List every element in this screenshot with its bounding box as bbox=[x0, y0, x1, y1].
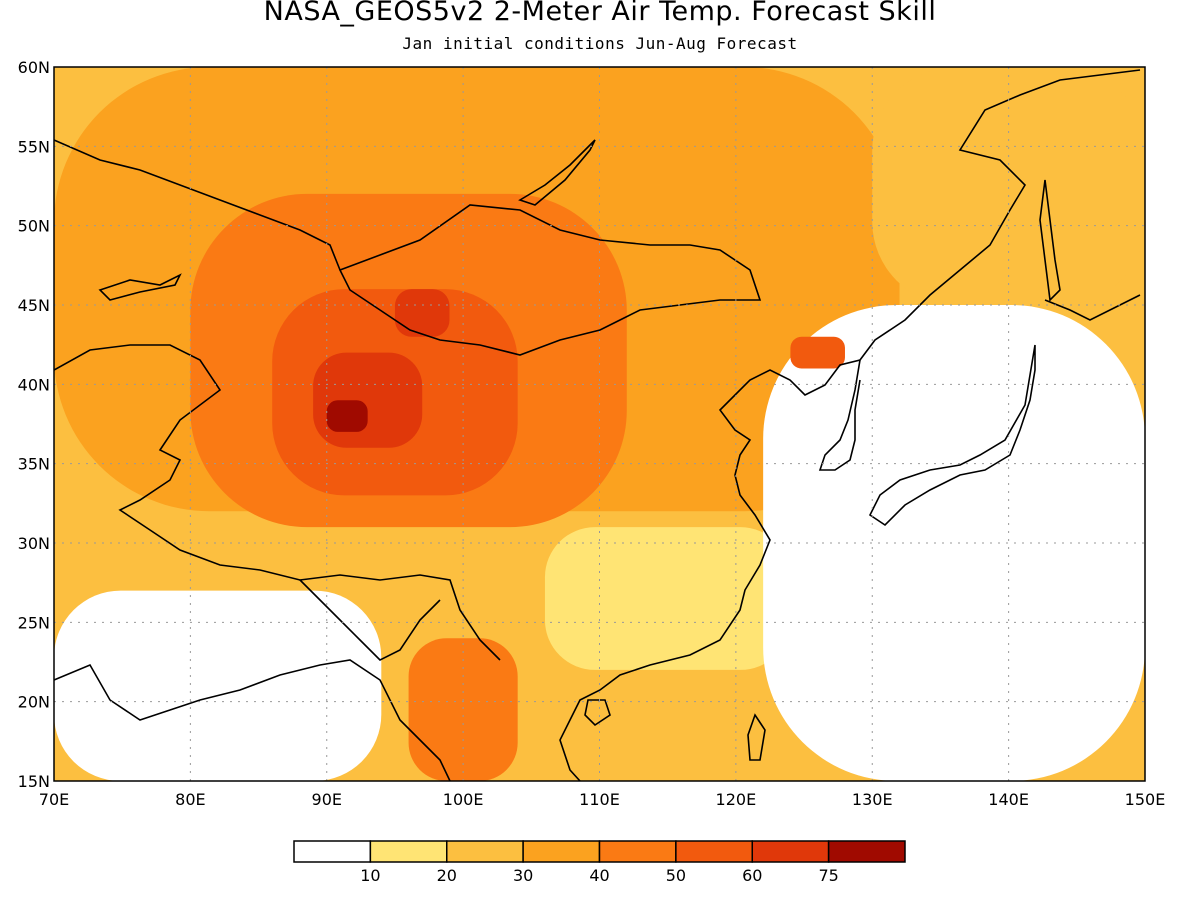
skill-region-indochina bbox=[408, 638, 518, 781]
lon-tick-label: 130E bbox=[852, 790, 893, 809]
skill-region-hotspot-1 bbox=[313, 352, 423, 448]
lon-tick-label: 140E bbox=[988, 790, 1029, 809]
colorbar-bin bbox=[598, 840, 677, 863]
colorbar-bin bbox=[446, 840, 524, 863]
coastline-japan bbox=[868, 294, 1141, 527]
lon-tick-label: 70E bbox=[39, 790, 69, 809]
colorbar-bin bbox=[522, 840, 601, 863]
lon-tick-label: 110E bbox=[579, 790, 620, 809]
colorbar-bin bbox=[751, 840, 830, 863]
lat-tick-label: 15N bbox=[18, 772, 50, 791]
lat-tick-label: 30N bbox=[18, 534, 50, 553]
colorbar-label: 40 bbox=[589, 866, 609, 885]
skill-region-east-china-south bbox=[544, 527, 791, 670]
map-subtitle: Jan initial conditions Jun-Aug Forecast bbox=[402, 34, 798, 53]
skill-region-india-south bbox=[54, 590, 382, 781]
border-mongolia bbox=[338, 204, 762, 356]
lat-tick-label: 50N bbox=[18, 217, 50, 236]
colorbar-label: 30 bbox=[513, 866, 533, 885]
coastlines bbox=[54, 69, 1141, 781]
skill-field bbox=[54, 67, 1145, 781]
lon-tick-label: 90E bbox=[312, 790, 342, 809]
colorbar-label: 50 bbox=[666, 866, 686, 885]
coastline-korea bbox=[818, 359, 861, 471]
lat-tick-labels: 15N 20N 25N 30N 35N 40N 45N 50N 55N 60N bbox=[18, 58, 50, 791]
colorbar-bin bbox=[827, 840, 906, 863]
lon-tick-label: 80E bbox=[175, 790, 205, 809]
lat-tick-label: 60N bbox=[18, 58, 50, 77]
colorbar-bin bbox=[369, 840, 448, 863]
colorbar-label: 75 bbox=[818, 866, 838, 885]
lon-tick-labels: 70E 80E 90E 100E 110E 120E 130E 140E 150E bbox=[39, 790, 1166, 809]
lon-tick-label: 150E bbox=[1125, 790, 1166, 809]
lat-tick-label: 40N bbox=[18, 375, 50, 394]
lat-tick-label: 20N bbox=[18, 693, 50, 712]
coastline-east-asia bbox=[559, 69, 1141, 781]
colorbar-bin bbox=[675, 840, 753, 863]
coastline-sakhalin bbox=[1039, 179, 1061, 302]
lat-tick-label: 25N bbox=[18, 613, 50, 632]
skill-region-pacific bbox=[763, 305, 1145, 781]
colorbar-label: 20 bbox=[437, 866, 457, 885]
skill-region-hotspot-3 bbox=[394, 289, 450, 337]
lat-tick-label: 55N bbox=[18, 137, 50, 156]
lake-baikal bbox=[518, 139, 596, 206]
lat-tick-label: 45N bbox=[18, 296, 50, 315]
coastline-hainan bbox=[584, 699, 611, 727]
map-title: NASA_GEOS5v2 2-Meter Air Temp. Forecast … bbox=[263, 0, 937, 27]
skill-region-korea-manchuria bbox=[790, 336, 845, 369]
coastline-bay-of-bengal bbox=[54, 659, 451, 781]
lat-tick-label: 35N bbox=[18, 455, 50, 474]
colorbar: 10 20 30 40 50 60 75 bbox=[293, 840, 906, 885]
colorbar-label: 10 bbox=[360, 866, 380, 885]
map-frame bbox=[53, 66, 1146, 782]
skill-region-hotspot-2 bbox=[326, 400, 368, 432]
lon-tick-label: 100E bbox=[443, 790, 484, 809]
skill-region-northeast bbox=[872, 67, 1145, 305]
border-north bbox=[54, 139, 341, 271]
coastline-taiwan bbox=[747, 713, 766, 761]
colorbar-bin bbox=[293, 840, 372, 863]
lake-balkhash bbox=[98, 273, 182, 301]
lon-tick-label: 120E bbox=[716, 790, 757, 809]
colorbar-label: 60 bbox=[742, 866, 762, 885]
border-india-myanmar bbox=[299, 579, 441, 661]
border-china-west bbox=[54, 344, 501, 661]
